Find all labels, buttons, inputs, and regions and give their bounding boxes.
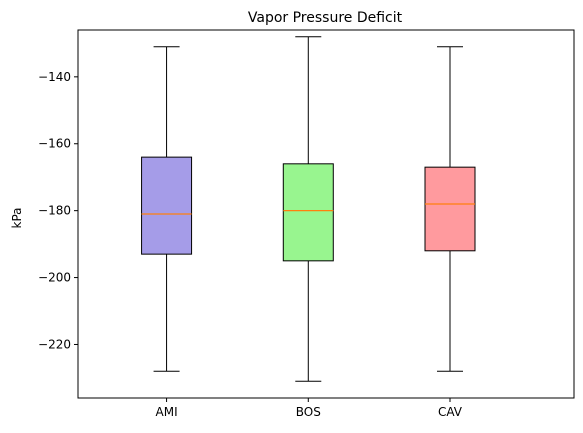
y-tick-label: −220: [38, 337, 71, 351]
chart-title: Vapor Pressure Deficit: [248, 10, 403, 26]
plot-area: −140 −160 −180 −200 −220 AMI BOS CAV: [38, 30, 574, 419]
y-tick-label: −180: [38, 204, 71, 218]
box-ami: [142, 157, 192, 254]
y-tick-label: −140: [38, 70, 71, 84]
x-tick-label-cav: CAV: [438, 405, 463, 419]
x-tick-label-bos: BOS: [296, 405, 321, 419]
box-cav: [425, 167, 475, 251]
box-bos: [283, 164, 333, 261]
y-tick-label: −200: [38, 271, 71, 285]
y-tick-label: −160: [38, 137, 71, 151]
x-tick-label-ami: AMI: [156, 405, 178, 419]
y-axis-label: kPa: [10, 208, 24, 229]
